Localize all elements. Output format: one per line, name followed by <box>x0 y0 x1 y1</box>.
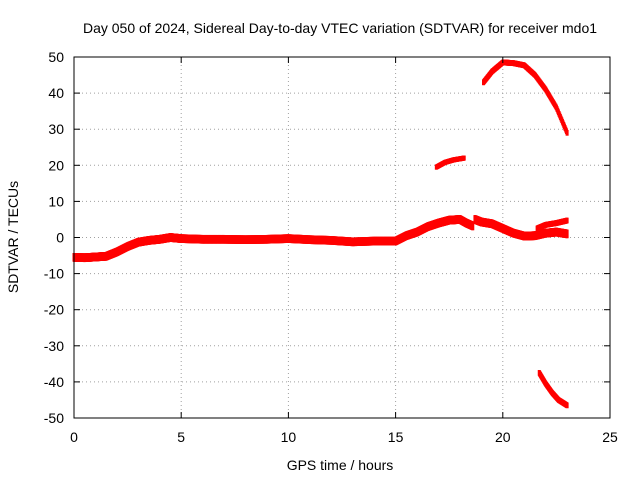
y-tick-label: -50 <box>44 410 64 426</box>
y-tick-label: 40 <box>48 85 64 101</box>
y-tick-label: -20 <box>44 302 64 318</box>
x-tick-label: 15 <box>388 429 404 445</box>
y-tick-label: -10 <box>44 266 64 282</box>
x-tick-label: 5 <box>177 429 185 445</box>
y-tick-label: 50 <box>48 49 64 65</box>
y-tick-label: -30 <box>44 338 64 354</box>
x-tick-label: 0 <box>70 429 78 445</box>
axis-ticks <box>73 56 611 419</box>
x-axis-label: GPS time / hours <box>287 457 394 473</box>
y-tick-labels: -50 -40 -30 -20 -10 0 10 20 30 40 50 <box>44 49 64 426</box>
x-tick-label: 20 <box>495 429 511 445</box>
y-tick-label: 30 <box>48 121 64 137</box>
y-tick-label: 20 <box>48 157 64 173</box>
x-tick-labels: 0 5 10 15 20 25 <box>70 429 618 445</box>
y-axis-label: SDTVAR / TECUs <box>5 181 21 293</box>
y-tick-label: 0 <box>56 230 64 246</box>
y-tick-label: 10 <box>48 193 64 209</box>
y-tick-label: -40 <box>44 374 64 390</box>
x-tick-label: 10 <box>281 429 297 445</box>
chart-title: Day 050 of 2024, Sidereal Day-to-day VTE… <box>83 20 597 36</box>
x-tick-label: 25 <box>602 429 618 445</box>
data-layer <box>72 59 569 409</box>
